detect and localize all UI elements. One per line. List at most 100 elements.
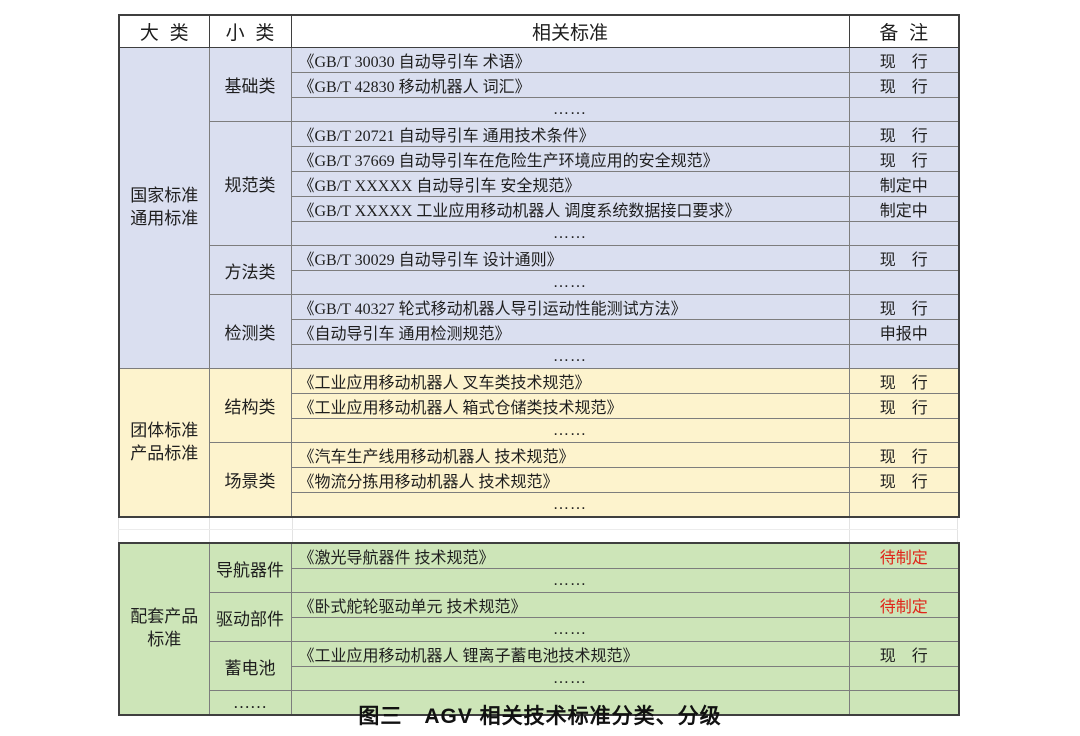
standard-cell: 《物流分拣用移动机器人 技术规范》 [290,467,850,493]
standard-cell: 《工业应用移动机器人 叉车类技术规范》 [290,368,850,394]
table-row: …… [119,492,960,518]
standard-cell: 《卧式舵轮驱动单元 技术规范》 [290,592,850,618]
note-cell [848,97,960,122]
standard-cell: 《GB/T 30029 自动导引车 设计通则》 [290,245,850,271]
standards-table-lower: 配套产品 标准 导航器件 《激光导航器件 技术规范》 待制定…… 驱动部件 《卧式舵轮驱动… [118,542,960,716]
sub-category-cell: 导航器件 [208,542,292,593]
note-cell [848,666,960,691]
standards-figure: 大 类 小 类 相关标准 备 注 国家标准 通用标准 基础类 《GB/T 30030… [118,14,960,716]
standard-cell: 《激光导航器件 技术规范》 [290,542,850,569]
sub-category-cell: 驱动部件 [208,592,292,642]
standard-cell: …… [290,617,850,642]
table-row: 《GB/T XXXXX 工业应用移动机器人 调度系统数据接口要求》 制定中 [119,196,960,222]
standard-cell: 《工业应用移动机器人 箱式仓储类技术规范》 [290,393,850,419]
gap-gridline [118,518,119,542]
note-cell: 申报中 [848,319,960,345]
note-cell [848,690,960,716]
sub-category-cell: 检测类 [208,294,292,369]
standard-cell: 《GB/T XXXXX 工业应用移动机器人 调度系统数据接口要求》 [290,196,850,222]
note-cell [848,568,960,593]
table-row: 《GB/T XXXXX 自动导引车 安全规范》 制定中 [119,171,960,197]
note-cell: 现 行 [848,641,960,667]
note-cell: 现 行 [848,245,960,271]
standard-cell: …… [290,418,850,443]
note-cell [848,221,960,246]
note-cell [848,617,960,642]
gap-gridline [292,518,293,542]
table-row: …… [119,690,960,716]
note-cell [848,344,960,369]
table-row: …… [119,568,960,593]
major-category-cell: 团体标准 产品标准 [118,368,210,518]
table-row: 《物流分拣用移动机器人 技术规范》现 行 [119,467,960,493]
standard-cell: …… [290,270,850,295]
note-cell: 制定中 [848,171,960,197]
gap-gridline [849,518,850,542]
standard-cell: …… [290,344,850,369]
table-row: 方法类 《GB/T 30029 自动导引车 设计通则》现 行 [119,245,960,295]
col-header-major: 大 类 [118,14,210,48]
table-row: 《GB/T 42830 移动机器人 词汇》现 行 [119,72,960,98]
standard-cell: 《自动导引车 通用检测规范》 [290,319,850,345]
gap-gridline [957,518,958,542]
note-cell: 现 行 [848,393,960,419]
note-cell: 现 行 [848,467,960,493]
figure-caption: 图三 AGV 相关技术标准分类、分级 [358,705,722,728]
standard-cell: …… [290,97,850,122]
standard-cell: …… [290,221,850,246]
table-row: 团体标准 产品标准 结构类 《工业应用移动机器人 叉车类技术规范》现 行 [118,368,960,518]
standards-table-upper: 大 类 小 类 相关标准 备 注 国家标准 通用标准 基础类 《GB/T 30030… [118,14,960,518]
note-cell [848,418,960,443]
header-row: 大 类 小 类 相关标准 备 注 [118,14,960,48]
note-cell [848,270,960,295]
table-row: …… [119,221,960,246]
gap-gridline [118,529,958,530]
standard-cell: 《汽车生产线用移动机器人 技术规范》 [290,442,850,468]
note-cell: 现 行 [848,72,960,98]
table-row: 《GB/T 37669 自动导引车在危险生产环境应用的安全规范》现 行 [119,146,960,172]
sub-category-cell: 基础类 [208,47,292,122]
standard-cell: 《工业应用移动机器人 锂离子蓄电池技术规范》 [290,641,850,667]
note-cell: 现 行 [848,121,960,147]
table-row: 场景类 《汽车生产线用移动机器人 技术规范》现 行 [119,442,960,518]
col-header-note: 备 注 [848,14,960,48]
note-cell: 现 行 [848,47,960,73]
major-category-cell: 配套产品 标准 [118,542,210,716]
note-cell: 待制定 [848,592,960,618]
standard-cell: 《GB/T 20721 自动导引车 通用技术条件》 [290,121,850,147]
table-row: …… [119,666,960,691]
table-row: 蓄电池 《工业应用移动机器人 锂离子蓄电池技术规范》现 行 [119,641,960,691]
sub-category-cell: 规范类 [208,121,292,246]
table-row: 《工业应用移动机器人 箱式仓储类技术规范》现 行 [119,393,960,419]
standard-cell: 《GB/T XXXXX 自动导引车 安全规范》 [290,171,850,197]
sub-category-cell: 场景类 [208,442,292,518]
col-header-sub: 小 类 [208,14,292,48]
table-row: …… [119,344,960,369]
standard-cell: 《GB/T 37669 自动导引车在危险生产环境应用的安全规范》 [290,146,850,172]
table-row: 配套产品 标准 导航器件 《激光导航器件 技术规范》 待制定 [118,542,960,716]
note-cell: 现 行 [848,146,960,172]
note-cell: 现 行 [848,442,960,468]
note-cell: 制定中 [848,196,960,222]
major-category-cell: 国家标准 通用标准 [118,47,210,369]
standard-cell: …… [290,568,850,593]
sub-category-cell: 蓄电池 [208,641,292,691]
table-row: 检测类 《GB/T 40327 轮式移动机器人导引运动性能测试方法》现 行 [119,294,960,369]
note-cell: 待制定 [848,542,960,569]
sub-category-cell: …… [208,690,292,716]
standard-cell: …… [290,492,850,518]
gridline-gap [118,518,958,542]
col-header-standard: 相关标准 [290,14,850,48]
note-cell: 现 行 [848,294,960,320]
table-row: …… [119,418,960,443]
standard-cell: 《GB/T 42830 移动机器人 词汇》 [290,72,850,98]
note-cell [848,492,960,518]
note-cell: 现 行 [848,368,960,394]
table-row: 规范类 《GB/T 20721 自动导引车 通用技术条件》现 行 [119,121,960,246]
standard-cell: 《GB/T 40327 轮式移动机器人导引运动性能测试方法》 [290,294,850,320]
standard-cell: …… [290,666,850,691]
standard-cell [290,690,850,716]
sub-category-cell: 方法类 [208,245,292,295]
table-row: 《自动导引车 通用检测规范》 申报中 [119,319,960,345]
standard-cell: 《GB/T 30030 自动导引车 术语》 [290,47,850,73]
